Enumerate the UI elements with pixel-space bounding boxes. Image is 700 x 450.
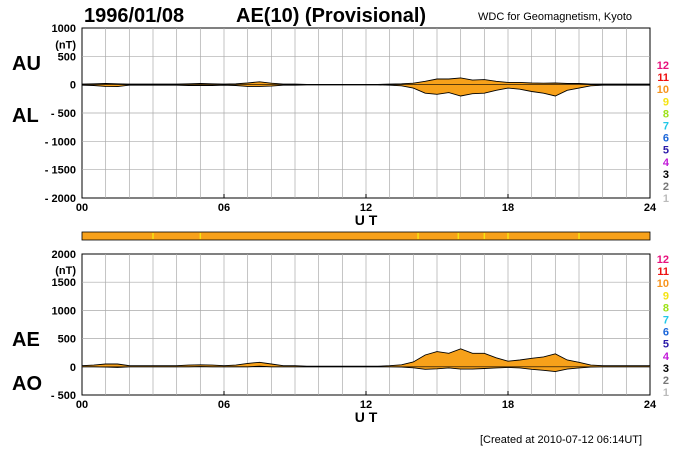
series-line-ae [81,348,650,367]
au-al-chart: 1000 500 0 - 500 - 1000 - 1500 - 2000 (nT) 00 06 1… [12,23,657,228]
plot-title: AE(10) (Provisional) [236,5,426,27]
level-legend-item: 2 [663,181,669,193]
x-tick-label: 24 [644,202,657,214]
level-legend-item: 12 [657,60,669,72]
level-legend-item: 11 [657,72,669,84]
level-legend-item: 3 [663,363,669,375]
level-legend-item: 10 [657,278,669,290]
series-label-ae: AE [12,329,40,351]
x-tick-label: 00 [76,399,88,411]
level-legend-item: 8 [663,108,669,120]
x-tick-label: 18 [502,399,514,411]
y-tick-label: 0 [70,80,76,92]
created-timestamp: [Created at 2010-07-12 06:14UT] [480,434,642,446]
level-legend-item: 2 [663,375,669,387]
unit-label: (nT) [55,39,76,51]
level-legend-item: 1 [663,387,669,399]
status-bar-fill [81,231,651,241]
level-legend-item: 3 [663,169,669,181]
level-legend-item: 5 [663,145,669,157]
level-legend-item: 1 [663,193,669,205]
level-legend-item: 5 [663,339,669,351]
level-legend-item: 8 [663,302,669,314]
y-tick-label: 2000 [52,249,76,261]
level-legend-item: 7 [663,121,669,133]
y-tick-label: 500 [58,334,76,346]
series-label-au: AU [12,53,41,75]
plot-date: 1996/01/08 [84,5,184,27]
x-tick-label: 06 [218,202,230,214]
level-legend-item: 11 [657,266,669,278]
level-legend-item: 9 [663,290,669,302]
y-tick-label: 500 [58,51,76,63]
x-axis-label: U T [355,409,378,425]
y-tick-label: 1000 [52,305,76,317]
x-tick-label: 12 [360,202,372,214]
x-tick-label: 24 [644,399,657,411]
y-tick-label: 1500 [52,277,76,289]
y-tick-label: 1000 [52,23,76,35]
x-tick-label: 06 [218,399,230,411]
y-tick-label: - 500 [51,390,76,402]
level-legend-item: 9 [663,96,669,108]
level-legend-item: 10 [657,84,669,96]
station-status-bar [81,231,651,241]
y-tick-label: - 2000 [45,193,76,205]
level-legend-item: 6 [663,133,669,145]
organization-label: WDC for Geomagnetism, Kyoto [478,11,632,23]
level-legend-item: 6 [663,327,669,339]
ae-ao-chart: 2000 1500 1000 500 0 - 500 (nT) 00 06 12 18 24 U T AE… [12,249,657,425]
x-tick-label: 00 [76,202,88,214]
y-tick-label: - 1500 [45,165,76,177]
y-tick-label: - 1000 [45,136,76,148]
x-axis-label: U T [355,212,378,228]
level-legend-item: 12 [657,254,669,266]
level-legend-item: 4 [663,351,670,363]
y-tick-label: - 500 [51,108,76,120]
level-legend-item: 4 [663,157,670,169]
x-tick-label: 18 [502,202,514,214]
series-label-ao: AO [12,373,42,395]
x-tick-label: 12 [360,399,372,411]
unit-label: (nT) [55,265,76,277]
y-tick-label: 0 [70,362,76,374]
series-label-al: AL [12,105,39,127]
level-legend-item: 7 [663,315,669,327]
